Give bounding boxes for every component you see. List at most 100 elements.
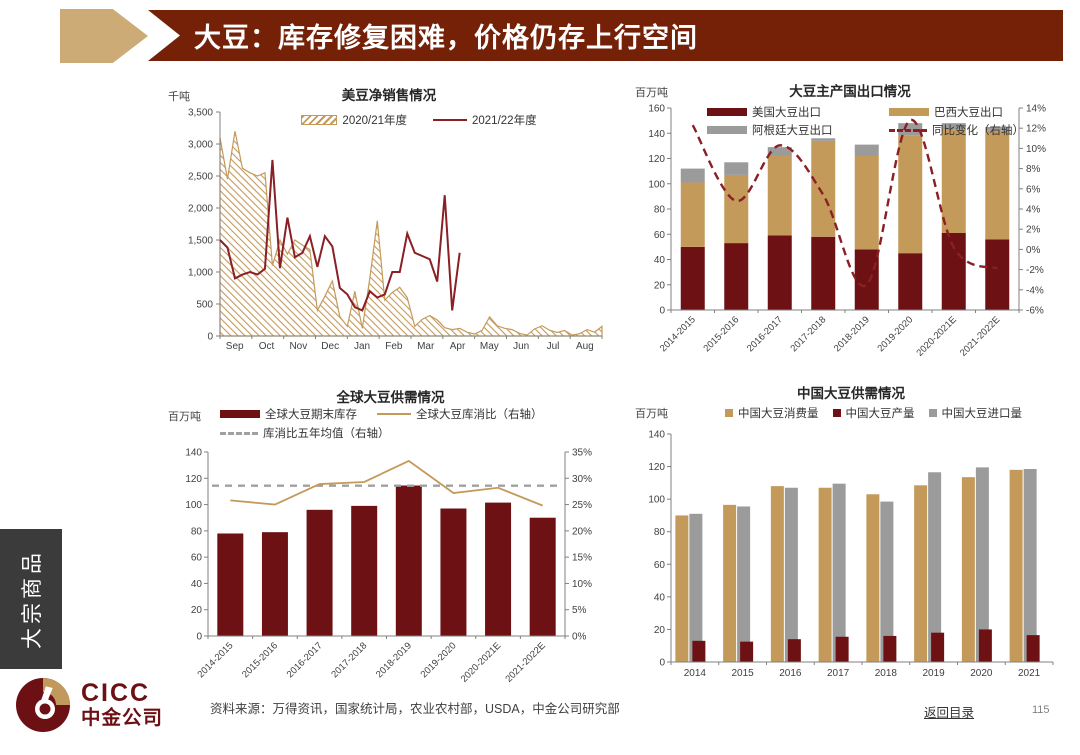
svg-text:2020: 2020 [970, 668, 993, 679]
chart-legend: 中国大豆消费量 中国大豆产量 中国大豆进口量 [681, 405, 1022, 421]
svg-text:500: 500 [196, 300, 213, 311]
svg-text:2019-2020: 2019-2020 [419, 640, 459, 680]
svg-text:2020-2021E: 2020-2021E [459, 640, 503, 684]
legend-item: 全球大豆期末库存 [220, 406, 357, 422]
svg-text:2016-2017: 2016-2017 [745, 314, 785, 354]
chart-title: 中国大豆供需情况 [797, 386, 905, 401]
svg-text:2014-2015: 2014-2015 [658, 314, 698, 354]
svg-text:25%: 25% [572, 500, 592, 511]
svg-text:5%: 5% [572, 605, 587, 616]
svg-text:2020-2021E: 2020-2021E [914, 314, 958, 358]
svg-text:2021: 2021 [1018, 668, 1041, 679]
svg-text:100: 100 [648, 179, 665, 190]
svg-text:3,500: 3,500 [188, 108, 213, 119]
svg-text:2019: 2019 [923, 668, 946, 679]
legend-item: 阿根廷大豆出口 [707, 122, 875, 138]
svg-text:1,500: 1,500 [188, 236, 213, 247]
logo-text-cn: 中金公司 [81, 707, 164, 730]
svg-text:60: 60 [654, 560, 666, 571]
svg-text:20: 20 [654, 280, 666, 291]
svg-text:2021-2022E: 2021-2022E [958, 314, 1002, 358]
legend-item: 巴西大豆出口 [889, 104, 1024, 120]
svg-text:20%: 20% [572, 526, 592, 537]
svg-text:2017-2018: 2017-2018 [788, 314, 828, 354]
svg-text:40: 40 [191, 579, 203, 590]
page-title: 大豆：库存修复困难，价格仍存上行空间 [194, 23, 698, 53]
svg-text:Jun: Jun [513, 341, 529, 352]
svg-text:100: 100 [185, 500, 202, 511]
source-note: 资料来源：万得资讯，国家统计局，农业农村部，USDA，中金公司研究部 [210, 702, 620, 716]
svg-text:Oct: Oct [259, 341, 275, 352]
svg-text:2014-2015: 2014-2015 [196, 640, 236, 680]
global-supply-plot: 2014-2015 2015-2016 2016-2017 2017-2018 2018… [185, 448, 592, 685]
svg-text:2018-2019: 2018-2019 [374, 640, 414, 680]
svg-text:2015-2016: 2015-2016 [701, 314, 741, 354]
legend-marker-icon [707, 108, 747, 116]
legend-item: 中国大豆消费量 [725, 405, 819, 421]
axis-unit-label: 千吨 [168, 91, 190, 103]
svg-text:8%: 8% [1026, 164, 1041, 175]
svg-text:2015: 2015 [732, 668, 755, 679]
cicc-logo-icon [16, 678, 70, 732]
svg-text:10%: 10% [1026, 144, 1046, 155]
svg-text:2015-2016: 2015-2016 [240, 640, 280, 680]
page-number: 115 [1032, 704, 1050, 716]
legend-marker-icon [889, 108, 929, 116]
chart-legend: 美国大豆出口 巴西大豆出口 阿根廷大豆出口 同比变化（右轴） [707, 104, 1024, 140]
chart-global-supply: 全球大豆供需情况 百万吨 全球大豆期末库存 全球大豆库消比（右轴） 库消比五年均值（… [168, 386, 613, 688]
svg-text:2,500: 2,500 [188, 172, 213, 183]
chart-legend: 全球大豆期末库存 全球大豆库消比（右轴） 库消比五年均值（右轴） [220, 406, 543, 444]
svg-text:2016-2017: 2016-2017 [285, 640, 325, 680]
legend-marker-icon [707, 126, 747, 134]
svg-text:Mar: Mar [417, 341, 435, 352]
legend-marker-icon [889, 128, 927, 132]
svg-text:12%: 12% [1026, 124, 1046, 135]
svg-text:2019-2020: 2019-2020 [875, 314, 915, 354]
svg-text:-4%: -4% [1026, 285, 1044, 296]
svg-text:2021-2022E: 2021-2022E [503, 640, 547, 684]
svg-text:4%: 4% [1026, 205, 1041, 216]
legend-item: 中国大豆产量 [832, 405, 915, 421]
exporters-plot: 2014-2015 2015-2016 2016-2017 2017-2018 2018… [648, 104, 1046, 359]
legend-item: 库消比五年均值（右轴） [220, 425, 390, 441]
svg-text:1,000: 1,000 [188, 268, 213, 279]
chart-title: 美豆净销售情况 [341, 88, 437, 103]
svg-text:20: 20 [654, 625, 666, 636]
back-to-toc-link[interactable]: 返回目录 [924, 706, 975, 720]
china-supply-plot: 2014 2015 2016 2017 2018 2019 2020 2021 0 20 40 60 8… [648, 430, 1054, 679]
axis-unit-label: 百万吨 [635, 408, 668, 420]
svg-text:60: 60 [191, 553, 203, 564]
svg-text:2017: 2017 [827, 668, 850, 679]
svg-text:Jul: Jul [547, 341, 560, 352]
svg-text:Dec: Dec [321, 341, 339, 352]
title-banner: 大豆：库存修复困难，价格仍存上行空间 [148, 10, 1063, 61]
svg-text:15%: 15% [572, 553, 592, 564]
us-net-sales-plot: 0 500 1,000 1,500 2,000 2,500 3,000 3,500 Sep Oct… [188, 108, 603, 352]
legend-marker-icon [301, 115, 338, 125]
svg-text:Aug: Aug [576, 341, 594, 352]
svg-text:120: 120 [185, 474, 202, 485]
svg-text:140: 140 [648, 129, 665, 140]
svg-text:2%: 2% [1026, 225, 1041, 236]
chart-title: 全球大豆供需情况 [336, 390, 445, 405]
svg-text:140: 140 [185, 448, 202, 459]
svg-text:40: 40 [654, 255, 666, 266]
svg-text:40: 40 [654, 592, 666, 603]
svg-text:6%: 6% [1026, 184, 1041, 195]
svg-text:30%: 30% [572, 474, 592, 485]
axis-unit-label: 百万吨 [168, 411, 201, 423]
section-tab-commodities: 大宗商品 [0, 529, 62, 669]
legend-item: 中国大豆进口量 [928, 405, 1022, 421]
svg-text:-6%: -6% [1026, 306, 1044, 317]
svg-text:14%: 14% [1026, 104, 1046, 115]
svg-text:120: 120 [648, 154, 665, 165]
legend-item: 美国大豆出口 [707, 104, 875, 120]
svg-text:100: 100 [648, 495, 665, 506]
svg-text:2016: 2016 [779, 668, 802, 679]
svg-text:80: 80 [654, 527, 666, 538]
svg-text:60: 60 [654, 230, 666, 241]
svg-text:0%: 0% [572, 632, 587, 643]
legend-item: 2020/21年度 [301, 112, 407, 128]
svg-text:140: 140 [648, 430, 665, 441]
chart-legend: 2020/21年度 2021/22年度 [228, 112, 610, 131]
